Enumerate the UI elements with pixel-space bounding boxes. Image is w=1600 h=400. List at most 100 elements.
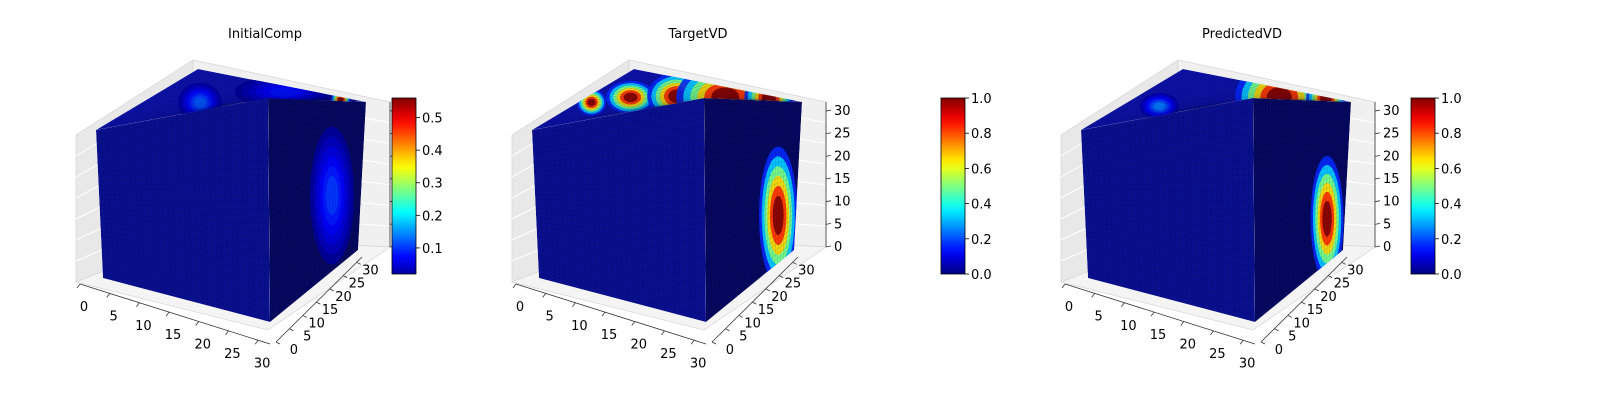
x-tick-label: 10: [571, 319, 588, 334]
cube-face-right: [1253, 98, 1351, 322]
voxel-line: [705, 212, 797, 267]
voxel-line: [1166, 85, 1268, 115]
hotspot-layer: [193, 96, 207, 109]
voxel-line: [1204, 106, 1209, 310]
voxel-line: [547, 126, 555, 283]
voxel-line: [534, 174, 705, 182]
voxel-line: [698, 98, 702, 321]
voxel-line: [352, 101, 361, 255]
voxel-line: [628, 87, 729, 113]
x-tick: [1091, 293, 1096, 298]
voxel-line: [1318, 100, 1324, 271]
y-tick: [792, 261, 797, 265]
voxel-line: [1085, 222, 1255, 239]
y-tick-label: 5: [739, 330, 747, 345]
y-tick-label: 0: [1275, 343, 1283, 358]
z-tick: [1374, 200, 1381, 203]
voxel-line: [1254, 240, 1344, 309]
voxel-line: [1261, 98, 1264, 316]
voxel-line: [1307, 100, 1312, 280]
voxel-line: [102, 273, 270, 316]
voxel-line: [1304, 100, 1309, 282]
voxel-line: [1301, 100, 1306, 284]
voxel-line: [192, 111, 198, 303]
voxel-line: [1331, 101, 1339, 260]
voxel-line: [1326, 101, 1333, 264]
voxel-line: [165, 116, 172, 296]
voxel-line: [704, 152, 800, 176]
voxel-line: [607, 83, 708, 117]
voxel-line: [268, 171, 363, 204]
voxel-line: [1254, 217, 1345, 274]
voxel-line: [532, 125, 705, 149]
voxel-line: [101, 240, 270, 267]
voxel-line: [268, 152, 364, 176]
z-tick: [1374, 177, 1381, 180]
y-tick: [289, 328, 294, 332]
voxel-line: [97, 153, 269, 168]
voxel-line: [97, 146, 269, 163]
y-tick-label: 15: [1307, 303, 1324, 318]
voxel-line: [268, 104, 366, 107]
voxel-line: [246, 101, 250, 317]
voxel-line: [1170, 76, 1339, 102]
face-fill: [1081, 98, 1255, 322]
voxel-line: [785, 101, 794, 257]
voxel-line: [1253, 161, 1348, 190]
y-axis-line: [1260, 256, 1348, 343]
voxel-line: [1253, 157, 1349, 183]
voxel-line: [269, 226, 360, 288]
voxel-line: [777, 101, 784, 264]
voxel-line: [704, 157, 800, 183]
voxel-line: [1173, 74, 1342, 102]
voxel-line: [346, 101, 354, 260]
voxel-line: [585, 79, 687, 121]
x-tick-label: 0: [516, 300, 524, 315]
hotspot-layer: [772, 195, 784, 236]
voxel-line: [1253, 175, 1348, 211]
voxel-line: [1086, 245, 1255, 274]
voxel-line: [1087, 259, 1255, 295]
z-tick: [1374, 154, 1381, 157]
x-tick: [1239, 340, 1244, 345]
voxel-line: [268, 180, 362, 218]
y-tick: [316, 301, 321, 305]
voxel-line: [1309, 100, 1315, 278]
voxel-line: [324, 100, 330, 278]
voxel-line: [574, 121, 581, 290]
voxel-line: [612, 114, 618, 299]
x-tick: [1180, 321, 1185, 326]
voxel-line: [533, 139, 705, 158]
voxel-line: [181, 113, 187, 301]
y-tick-label: 0: [290, 343, 298, 358]
voxel-line: [149, 119, 156, 292]
voxel-line: [327, 100, 333, 275]
colorbar-tick-label: 0.1: [422, 242, 443, 257]
voxel-line: [536, 231, 706, 253]
voxel-line: [171, 83, 272, 117]
z-tick-label: 20: [1383, 149, 1400, 164]
voxel-line: [100, 231, 270, 253]
y-tick: [1301, 301, 1306, 305]
voxel-line: [268, 161, 363, 190]
colorbar-tick-label: 0.3: [422, 177, 443, 192]
voxel-line: [1082, 139, 1254, 158]
voxel-line: [1084, 199, 1254, 204]
voxel-line: [333, 100, 339, 271]
voxel-line: [1150, 82, 1252, 118]
colorbar-tick-label: 1.0: [1441, 92, 1462, 107]
voxel-line: [537, 128, 545, 280]
voxel-line: [1254, 231, 1345, 295]
voxel-line: [106, 127, 114, 281]
voxel-line: [268, 148, 364, 169]
x-tick-label: 25: [660, 347, 677, 362]
voxel-line: [1156, 83, 1257, 117]
voxel-line: [341, 101, 348, 264]
voxel-line: [269, 189, 362, 232]
z-tick-label: 25: [1383, 127, 1400, 142]
voxel-line: [1145, 81, 1247, 119]
z-tick-label: 0: [1383, 240, 1391, 255]
voxel-line: [1287, 99, 1290, 296]
voxel-line: [1081, 125, 1254, 149]
voxel-line: [1312, 100, 1318, 275]
